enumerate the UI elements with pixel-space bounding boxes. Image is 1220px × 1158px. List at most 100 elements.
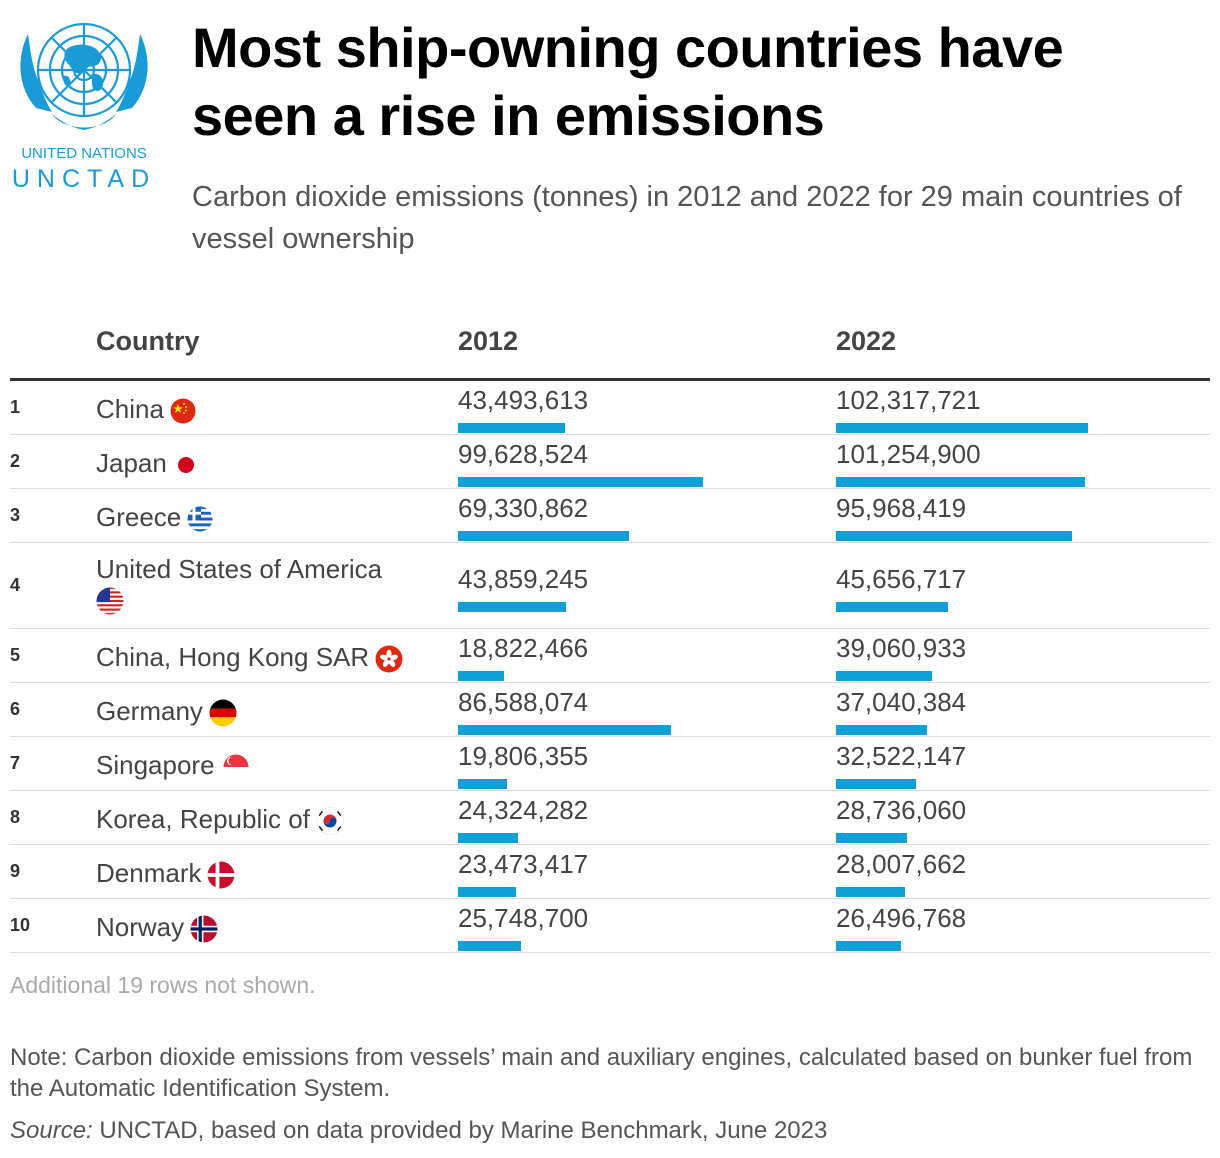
footnote: Note: Carbon dioxide emissions from vess… bbox=[10, 1044, 1193, 1102]
header-2012: 2012 bbox=[458, 326, 519, 356]
value-2022: 102,317,721 bbox=[836, 385, 981, 415]
country-name: Singapore bbox=[96, 750, 215, 780]
value-2022: 101,254,900 bbox=[836, 439, 981, 469]
emissions-table: Country 2012 2022 1 China 43,493,613 102,31… bbox=[10, 318, 1210, 953]
unctad-logo: UNITED NATIONS UNCTAD bbox=[8, 8, 160, 198]
usa-flag-icon bbox=[96, 587, 124, 615]
bar-2022 bbox=[836, 423, 1088, 433]
value-2022: 26,496,768 bbox=[836, 903, 967, 933]
value-2012: 69,330,862 bbox=[458, 493, 589, 523]
bar-2022 bbox=[836, 833, 907, 843]
row-rank: 4 bbox=[10, 575, 21, 595]
bar-2012 bbox=[458, 671, 504, 681]
bar-2012 bbox=[458, 602, 566, 612]
country-cell: Denmark bbox=[96, 858, 235, 889]
source-line: Source: UNCTAD, based on data provided b… bbox=[10, 1117, 827, 1145]
country-name: China bbox=[96, 394, 164, 424]
chart-title: Most ship-owning countries have seen a r… bbox=[192, 16, 1064, 147]
country-name: United States of America bbox=[96, 554, 383, 584]
bar-2012 bbox=[458, 779, 507, 789]
bar-2012 bbox=[458, 887, 516, 897]
row-rank: 5 bbox=[10, 645, 21, 665]
bar-2012 bbox=[458, 725, 671, 735]
bar-2022 bbox=[836, 477, 1085, 487]
header-country: Country bbox=[96, 326, 200, 356]
country-cell: Japan bbox=[96, 448, 199, 478]
hong-kong-flag-icon bbox=[375, 645, 403, 673]
value-2012: 86,588,074 bbox=[458, 687, 589, 717]
row-rank: 2 bbox=[10, 451, 21, 471]
country-name: Norway bbox=[96, 912, 185, 942]
country-name: Denmark bbox=[96, 858, 202, 888]
row-rank: 10 bbox=[10, 915, 31, 935]
bar-2022 bbox=[836, 531, 1072, 541]
source-label: Source: bbox=[10, 1117, 93, 1144]
value-2022: 32,522,147 bbox=[836, 741, 967, 771]
country-name: Korea, Republic of bbox=[96, 804, 310, 834]
greece-flag-icon bbox=[187, 506, 213, 532]
value-2012: 43,493,613 bbox=[458, 385, 589, 415]
table-row: 10 Norway 25,748,700 26,496,768 bbox=[10, 899, 1210, 953]
country-cell: China, Hong Kong SAR bbox=[96, 642, 403, 673]
table-row: 8 Korea, Republic of 24,324,282 28,736,060 bbox=[10, 791, 1210, 845]
row-rank: 8 bbox=[10, 807, 21, 827]
table-header: Country 2012 2022 bbox=[10, 318, 1210, 381]
table-row: 9 Denmark 23,473,417 28,007,662 bbox=[10, 845, 1210, 899]
value-2012: 43,859,245 bbox=[458, 564, 589, 594]
country-cell: Germany bbox=[96, 696, 237, 727]
bar-2022 bbox=[836, 671, 932, 681]
bar-2012 bbox=[458, 423, 565, 433]
row-rank: 1 bbox=[10, 397, 21, 417]
japan-flag-icon bbox=[173, 452, 199, 478]
table-row: 4 United States of America 43,859,245 45,65… bbox=[10, 543, 1210, 629]
bar-2012 bbox=[458, 477, 703, 487]
value-2012: 25,748,700 bbox=[458, 903, 589, 933]
bar-2022 bbox=[836, 887, 905, 897]
chart-subtitle: Carbon dioxide emissions (tonnes) in 201… bbox=[192, 181, 1182, 255]
value-2012: 18,822,466 bbox=[458, 633, 589, 663]
value-2022: 28,736,060 bbox=[836, 795, 967, 825]
country-cell: China bbox=[96, 394, 196, 424]
header-2022: 2022 bbox=[836, 326, 897, 356]
bar-2022 bbox=[836, 602, 948, 612]
country-cell: Greece bbox=[96, 502, 213, 532]
additional-rows-note: Additional 19 rows not shown. bbox=[10, 972, 316, 998]
value-2012: 99,628,524 bbox=[458, 439, 589, 469]
korea-flag-icon bbox=[316, 807, 344, 835]
bar-2012 bbox=[458, 531, 629, 541]
china-flag-icon bbox=[170, 398, 196, 424]
source-text: UNCTAD, based on data provided by Marine… bbox=[92, 1117, 828, 1144]
country-cell: Korea, Republic of bbox=[96, 804, 344, 835]
un-emblem-icon bbox=[20, 22, 148, 130]
value-2022: 39,060,933 bbox=[836, 633, 967, 663]
germany-flag-icon bbox=[209, 699, 237, 727]
table-row: 5 China, Hong Kong SAR 18,822,466 39,060,93… bbox=[10, 629, 1210, 683]
singapore-flag-icon bbox=[221, 754, 251, 780]
value-2012: 19,806,355 bbox=[458, 741, 589, 771]
row-rank: 7 bbox=[10, 753, 21, 773]
value-2012: 24,324,282 bbox=[458, 795, 589, 825]
country-cell: United States of America bbox=[96, 554, 382, 615]
country-name: Japan bbox=[96, 448, 167, 478]
table-row: 7 Singapore 19,806,355 32,522,147 bbox=[10, 737, 1210, 791]
row-rank: 9 bbox=[10, 861, 21, 881]
table-row: 2 Japan 99,628,524 101,254,900 bbox=[10, 435, 1210, 489]
bar-2022 bbox=[836, 725, 927, 735]
value-2022: 28,007,662 bbox=[836, 849, 967, 879]
table-body: 1 China 43,493,613 102,317,721 2 Japan 99,628,… bbox=[10, 381, 1210, 953]
country-cell: Singapore bbox=[96, 750, 251, 780]
denmark-flag-icon bbox=[207, 861, 235, 889]
bar-2022 bbox=[836, 779, 916, 789]
logo-unctad-text: UNCTAD bbox=[11, 165, 157, 193]
country-cell: Norway bbox=[96, 912, 218, 943]
country-name: China, Hong Kong SAR bbox=[96, 642, 370, 672]
bar-2012 bbox=[458, 833, 518, 843]
country-name: Germany bbox=[96, 696, 203, 726]
table-row: 3 Greece 69,330,862 95,968,419 bbox=[10, 489, 1210, 543]
bar-2012 bbox=[458, 941, 521, 951]
table-row: 6 Germany 86,588,074 37,040,384 bbox=[10, 683, 1210, 737]
value-2022: 95,968,419 bbox=[836, 493, 967, 523]
table-row: 1 China 43,493,613 102,317,721 bbox=[10, 381, 1210, 435]
bar-2022 bbox=[836, 941, 901, 951]
value-2012: 23,473,417 bbox=[458, 849, 589, 879]
